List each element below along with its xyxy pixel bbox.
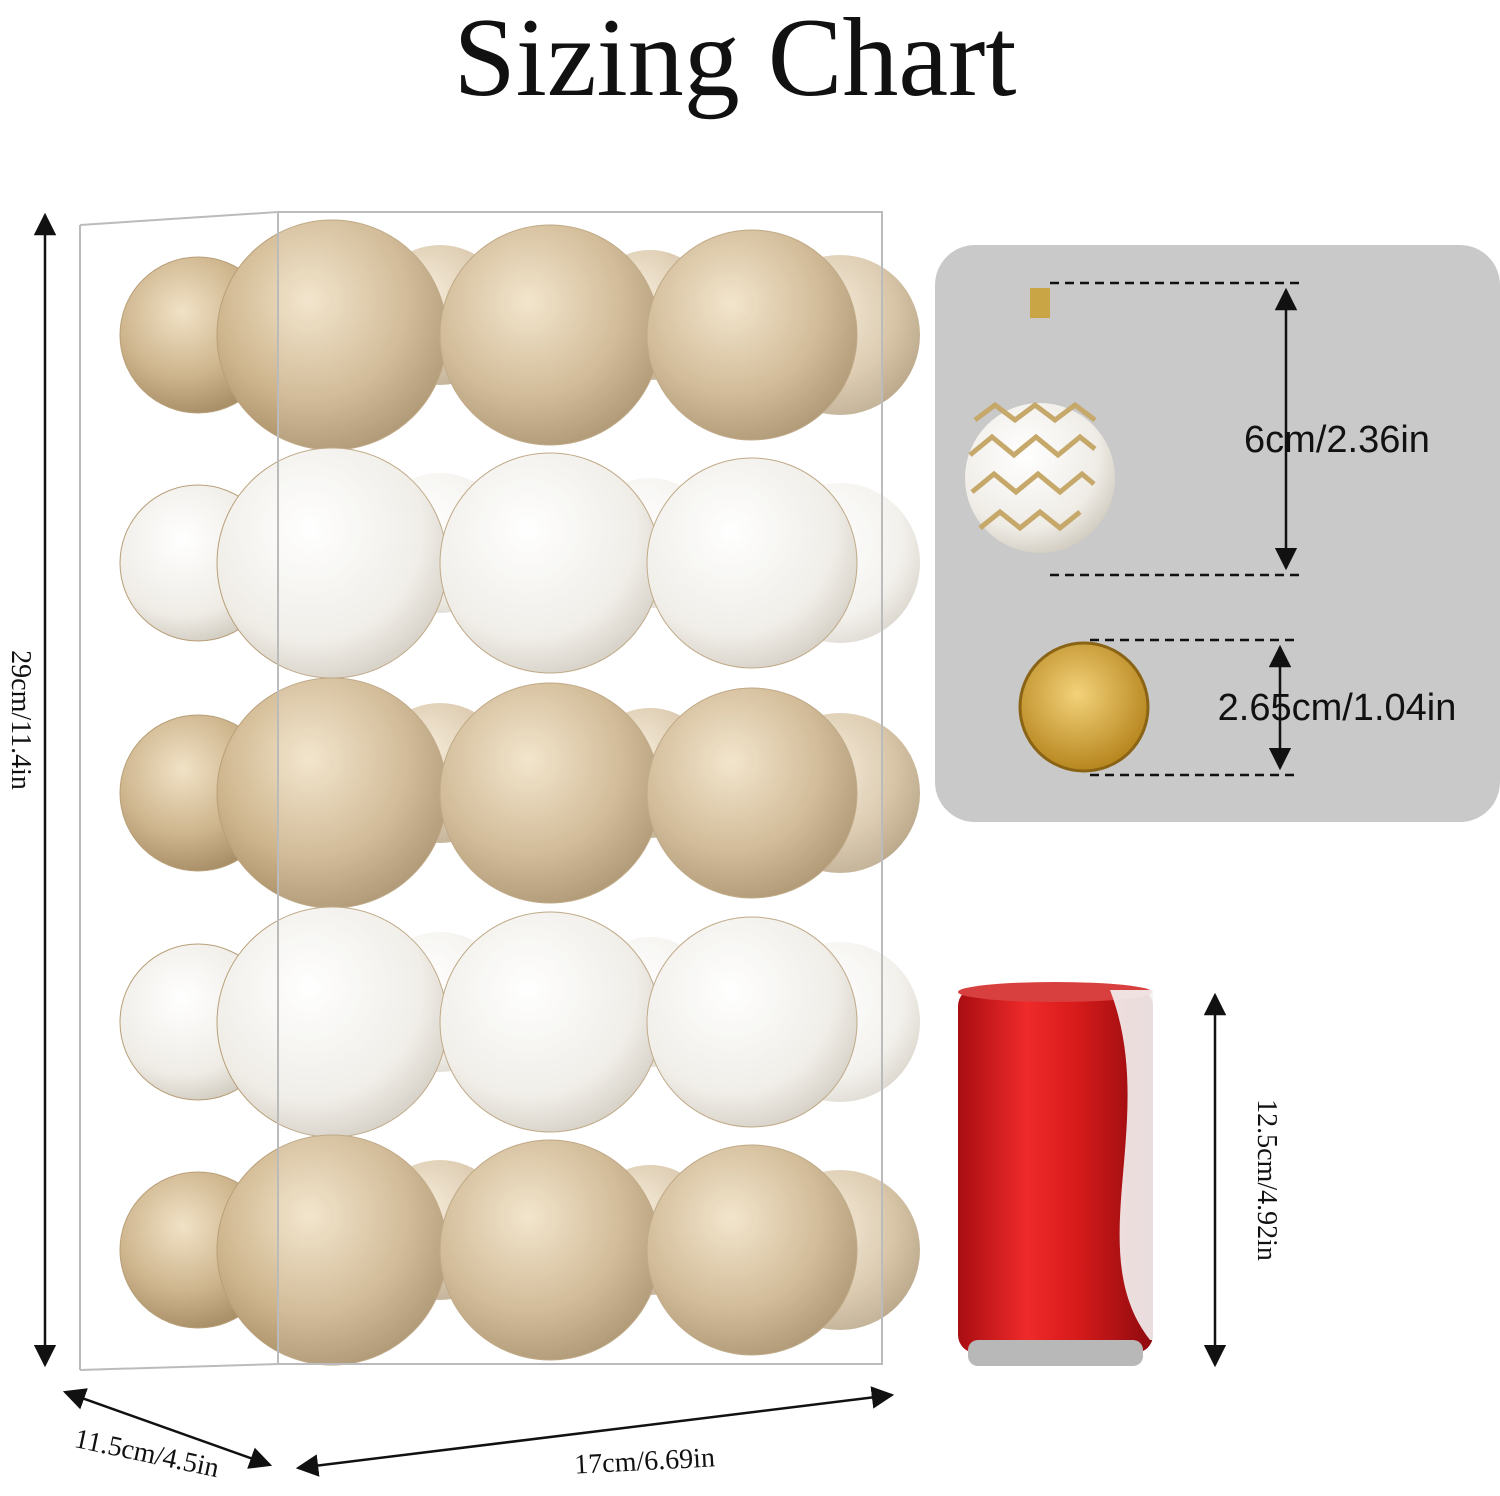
box-outline — [79, 211, 883, 1371]
ornament — [646, 1144, 858, 1356]
soda-can — [958, 982, 1153, 1366]
ornament — [646, 916, 858, 1128]
coin — [1018, 641, 1150, 773]
ornament — [646, 229, 858, 441]
can-height: 12.5cm/4.92in — [1251, 1099, 1282, 1261]
box-width: 17cm/6.69in — [573, 1442, 715, 1480]
ornament — [646, 457, 858, 669]
single-ornament — [965, 288, 1115, 553]
box-height: 29cm/11.4in — [5, 650, 36, 790]
box-depth: 11.5cm/4.5in — [72, 1423, 222, 1484]
width-arrow — [295, 1386, 895, 1477]
coin-size: 2.65cm/1.04in — [1218, 687, 1457, 729]
title: Sizing Chart — [453, 0, 1016, 120]
depth-arrow — [62, 1388, 273, 1469]
ornament-size: 6cm/2.36in — [1244, 419, 1430, 461]
ornament-box — [119, 219, 920, 1366]
ornament — [646, 687, 858, 899]
